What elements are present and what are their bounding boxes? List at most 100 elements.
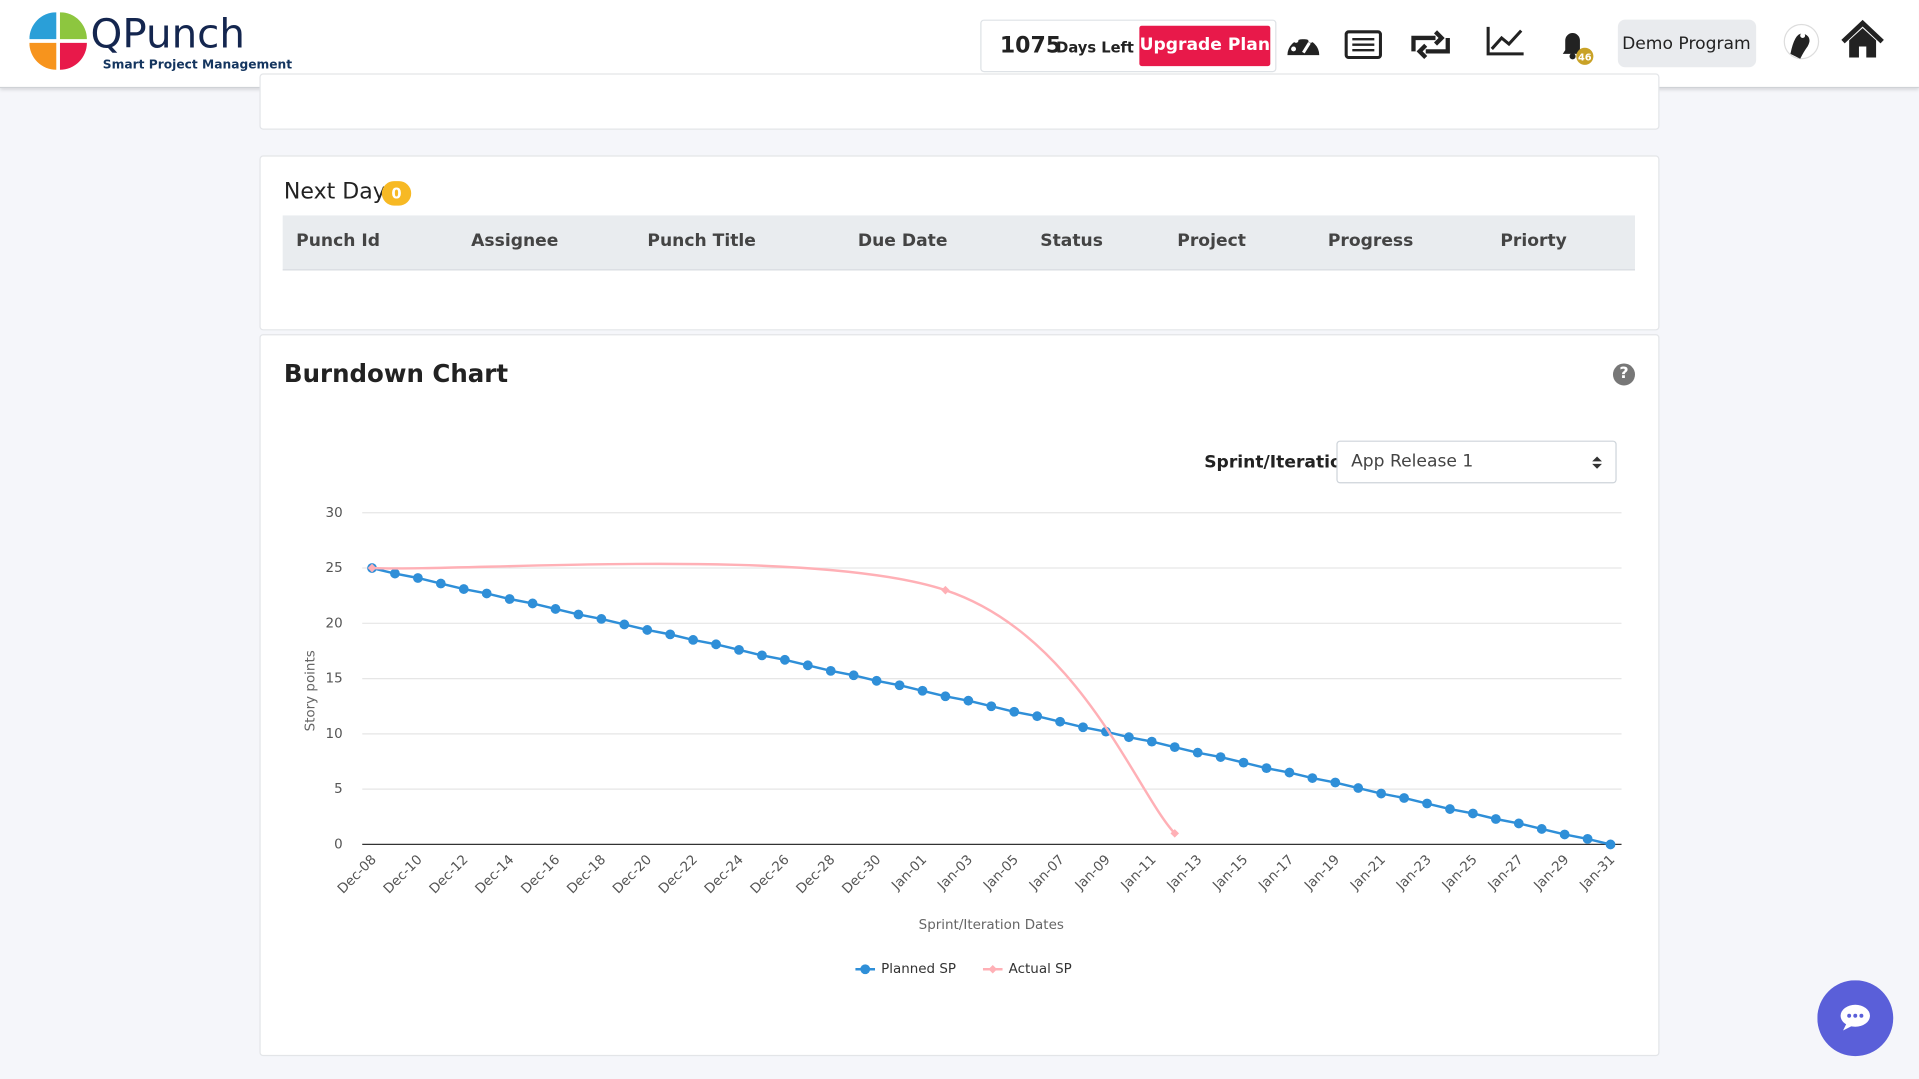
data-point — [1169, 742, 1180, 753]
x-tick-label: Jan-29 — [1531, 853, 1573, 895]
data-point — [1468, 808, 1478, 819]
x-tick-label: Jan-25 — [1439, 853, 1481, 895]
y-tick-label: 30 — [326, 506, 343, 521]
data-point — [1123, 732, 1134, 743]
x-tick-label: Jan-19 — [1302, 853, 1344, 895]
data-point — [1215, 752, 1226, 762]
data-point — [941, 585, 950, 595]
x-tick-label: Jan-31 — [1577, 853, 1619, 895]
data-point — [573, 609, 584, 620]
data-point — [871, 675, 882, 686]
data-point — [779, 654, 790, 665]
data-point — [1330, 777, 1341, 788]
data-point — [527, 598, 538, 609]
days-left: 1075 — [999, 33, 1062, 59]
list-icon[interactable] — [1344, 30, 1382, 60]
data-point — [860, 964, 871, 975]
plan-box — [980, 19, 1277, 73]
x-tick-label: Jan-11 — [1118, 853, 1160, 895]
data-point — [596, 614, 607, 624]
column-header: Project — [1177, 231, 1246, 251]
legend-label: Actual SP — [1009, 962, 1072, 977]
x-tick-label: Dec-14 — [473, 853, 518, 898]
series-line — [371, 562, 1176, 835]
header-icons: 46 Demo Program — [1287, 19, 1884, 68]
data-point — [1307, 773, 1318, 783]
data-point — [988, 964, 998, 974]
dashboard-icon[interactable] — [1287, 34, 1320, 56]
column-header: Punch Title — [647, 231, 756, 251]
data-point — [1055, 716, 1065, 727]
data-point — [1238, 757, 1249, 768]
program-name: Demo Program — [1622, 34, 1751, 54]
upgrade-button[interactable]: Upgrade Plan — [1139, 25, 1271, 67]
data-point — [711, 639, 721, 650]
data-point — [550, 604, 561, 614]
sprint-select[interactable] — [1336, 440, 1617, 484]
data-point — [1536, 824, 1547, 834]
filter-label: Sprint/Iteration — [1204, 452, 1355, 473]
x-tick-label: Jan-07 — [1026, 853, 1068, 895]
data-point — [1353, 783, 1364, 793]
tagline: Smart Project Management — [102, 58, 293, 73]
data-point — [1284, 767, 1295, 778]
data-point — [802, 660, 813, 671]
data-point — [367, 563, 377, 573]
data-point — [619, 619, 630, 630]
data-point — [963, 695, 974, 706]
x-tick-label: Jan-01 — [889, 853, 931, 895]
table-header — [282, 215, 1635, 271]
select-value: App Release 1 — [1351, 451, 1474, 472]
x-tick-label: Dec-10 — [381, 853, 426, 898]
data-point — [986, 701, 997, 712]
brand: QPunch — [90, 9, 245, 58]
section-title: Burndown Chart — [283, 358, 509, 388]
y-tick-label: 15 — [326, 672, 343, 687]
data-point — [504, 594, 515, 604]
x-tick-label: Dec-20 — [610, 853, 655, 898]
x-tick-label: Dec-18 — [565, 853, 610, 898]
y-tick-label: 25 — [326, 561, 343, 576]
column-header: Priorty — [1500, 231, 1567, 251]
column-header: Assignee — [471, 231, 559, 251]
data-point — [642, 625, 653, 635]
chart-icon[interactable] — [1486, 26, 1524, 56]
x-tick-label: Jan-27 — [1485, 853, 1527, 895]
sync-icon[interactable] — [1411, 30, 1450, 60]
x-tick-label: Dec-16 — [519, 853, 564, 898]
data-point — [1513, 818, 1524, 829]
data-point — [1078, 722, 1088, 733]
section-title: Next Day — [283, 178, 386, 205]
program-button[interactable] — [1617, 19, 1757, 68]
x-tick-label: Jan-23 — [1393, 853, 1435, 895]
x-axis-title: Sprint/Iteration Dates — [919, 918, 1064, 933]
notification-count: 46 — [1578, 53, 1592, 64]
column-header: Status — [1040, 231, 1103, 251]
data-point — [665, 629, 676, 640]
x-tick-label: Jan-21 — [1347, 853, 1389, 895]
data-point — [1146, 736, 1157, 747]
data-point — [1399, 793, 1410, 803]
bell-icon[interactable] — [1562, 33, 1594, 65]
data-point — [390, 568, 400, 579]
x-tick-label: Dec-22 — [656, 853, 701, 898]
data-point — [1376, 788, 1387, 799]
data-point — [1009, 706, 1020, 717]
data-point — [1261, 763, 1272, 774]
x-tick-label: Jan-09 — [1072, 853, 1114, 895]
help-icon[interactable]: ? — [1612, 363, 1635, 386]
chat-button[interactable] — [1817, 980, 1894, 1057]
data-point — [688, 635, 699, 645]
home-icon[interactable] — [1841, 19, 1884, 58]
data-point — [848, 670, 859, 681]
data-point — [1559, 829, 1570, 840]
x-tick-label: Dec-12 — [427, 853, 472, 898]
data-point — [458, 584, 469, 594]
x-tick-label: Dec-26 — [748, 853, 793, 898]
data-point — [734, 644, 744, 655]
avatar[interactable] — [1783, 23, 1820, 60]
x-tick-label: Dec-28 — [794, 853, 839, 898]
